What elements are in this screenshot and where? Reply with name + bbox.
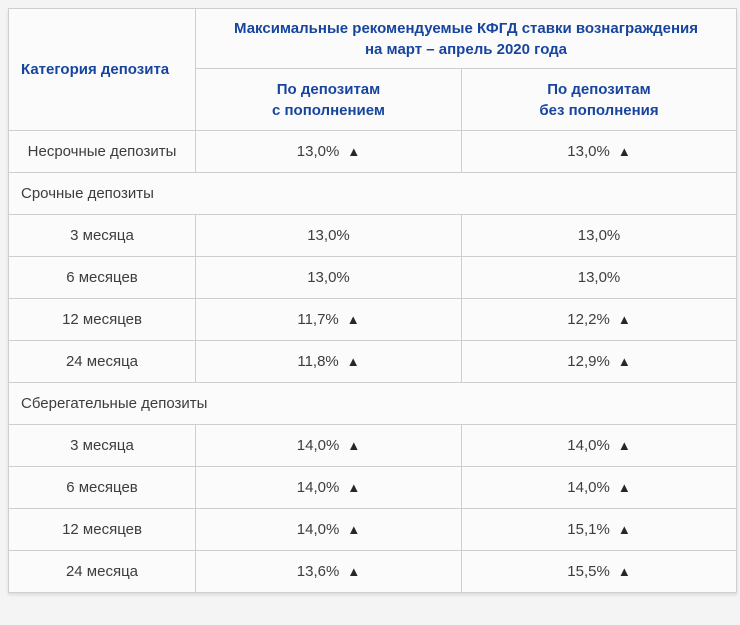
up-arrow-icon: ▲ [346,312,360,327]
row-label-cell: 3 месяца [8,424,196,467]
row-label-cell: 6 месяцев [8,256,196,299]
table-row: 3 месяца 13,0% 13,0% [8,214,738,257]
row-label-cell: 24 месяца [8,340,196,383]
rate-value: 14,0% [567,479,610,496]
up-arrow-icon: ▲ [617,354,631,369]
header-row-2: По депозитам с пополнением По депозитам … [9,68,738,131]
column-header-with-replenishment-line1: По депозитам [276,80,381,98]
up-arrow-icon: ▲ [346,354,360,369]
rate-value: 13,0% [577,269,621,286]
row-label-cell: 12 месяцев [8,508,196,551]
rate-value: 13,6% [296,563,340,580]
rate-value: 14,0% [567,437,610,454]
rate-cell: 14,0% ▲ [460,424,738,467]
up-arrow-icon: ▲ [617,438,631,453]
section-row: Сберегательные депозиты [7,382,738,425]
up-arrow-icon: ▲ [347,438,361,453]
rate-cell: 11,8% ▲ [195,340,462,383]
up-arrow-icon: ▲ [347,480,361,495]
rate-value: 13,0% [296,143,340,160]
row-label-cell: Несрочные депозиты [8,130,196,173]
rate-value: 13,0% [307,227,350,244]
rate-cell: 12,2% ▲ [460,298,738,341]
rate-cell: 11,7% ▲ [195,298,462,341]
table-title: Максимальные рекомендуемые КФГД ставки в… [194,8,738,69]
rate-cell: 14,0% ▲ [195,466,462,509]
rate-value: 14,0% [296,437,340,454]
rate-value: 13,0% [567,143,610,160]
table-body: Несрочные депозиты 13,0% ▲ 13,0% ▲ Срочные де… [7,130,738,593]
table-title-line2: на март – апрель 2020 года [364,40,568,58]
row-label-cell: 24 месяца [8,550,196,593]
table-row: 6 месяцев 13,0% 13,0% [8,256,738,299]
table-row: 12 месяцев 14,0% ▲ 15,1% ▲ [8,508,738,551]
section-row: Срочные депозиты [7,172,738,215]
up-arrow-icon: ▲ [617,480,631,495]
rate-value: 15,1% [567,521,610,538]
up-arrow-icon: ▲ [617,144,631,159]
table-row: 3 месяца 14,0% ▲ 14,0% ▲ [8,424,738,467]
rate-cell: 13,0% [195,214,462,257]
rate-cell: 15,1% ▲ [460,508,738,551]
up-arrow-icon: ▲ [617,312,631,327]
up-arrow-icon: ▲ [347,144,361,159]
up-arrow-icon: ▲ [347,522,361,537]
rate-value: 14,0% [296,521,340,538]
column-header-without-replenishment: По депозитам без пополнения [460,68,738,131]
section-label: Сберегательные депозиты [7,382,738,425]
table-row: Несрочные депозиты 13,0% ▲ 13,0% ▲ [8,130,738,173]
rate-value: 14,0% [296,479,340,496]
up-arrow-icon: ▲ [347,564,361,579]
column-header-with-replenishment: По депозитам с пополнением [195,68,462,131]
rate-value: 12,9% [567,353,610,370]
rate-cell: 15,5% ▲ [460,550,738,593]
rate-value: 15,5% [567,563,610,580]
section-label: Срочные депозиты [7,172,738,215]
rate-cell: 13,6% ▲ [195,550,462,593]
table-row: 6 месяцев 14,0% ▲ 14,0% ▲ [8,466,738,509]
rate-value: 11,7% [297,311,339,328]
rate-cell: 13,0% ▲ [460,130,738,173]
rate-value: 12,2% [567,311,610,328]
table-header: Категория депозита Максимальные рекоменд… [8,8,738,131]
rate-value: 13,0% [307,269,350,286]
table-row: 24 месяца 11,8% ▲ 12,9% ▲ [8,340,738,383]
rate-cell: 14,0% ▲ [195,424,462,467]
table-title-line1: Максимальные рекомендуемые КФГД ставки в… [234,19,698,37]
up-arrow-icon: ▲ [617,522,631,537]
rate-cell: 13,0% [460,214,738,257]
column-header-without-replenishment-line1: По депозитам [547,80,651,98]
column-header-without-replenishment-line2: без пополнения [539,101,659,119]
row-label-cell: 12 месяцев [8,298,196,341]
rate-cell: 12,9% ▲ [460,340,738,383]
category-column-header: Категория депозита [8,8,196,131]
header-row-1: Категория депозита Максимальные рекоменд… [8,8,738,131]
deposit-rates-table: Категория депозита Максимальные рекоменд… [7,8,738,593]
row-label-cell: 3 месяца [8,214,196,257]
table-row: 24 месяца 13,6% ▲ 15,5% ▲ [8,550,738,593]
up-arrow-icon: ▲ [617,564,631,579]
row-label-cell: 6 месяцев [8,466,196,509]
rate-value: 11,8% [297,353,339,370]
rate-cell: 13,0% [460,256,738,299]
column-header-with-replenishment-line2: с пополнением [271,101,386,119]
rate-cell: 14,0% ▲ [460,466,738,509]
rate-value: 13,0% [577,227,621,244]
table-row: 12 месяцев 11,7% ▲ 12,2% ▲ [8,298,738,341]
rate-cell: 13,0% [195,256,462,299]
rate-cell: 13,0% ▲ [195,130,462,173]
rate-cell: 14,0% ▲ [195,508,462,551]
